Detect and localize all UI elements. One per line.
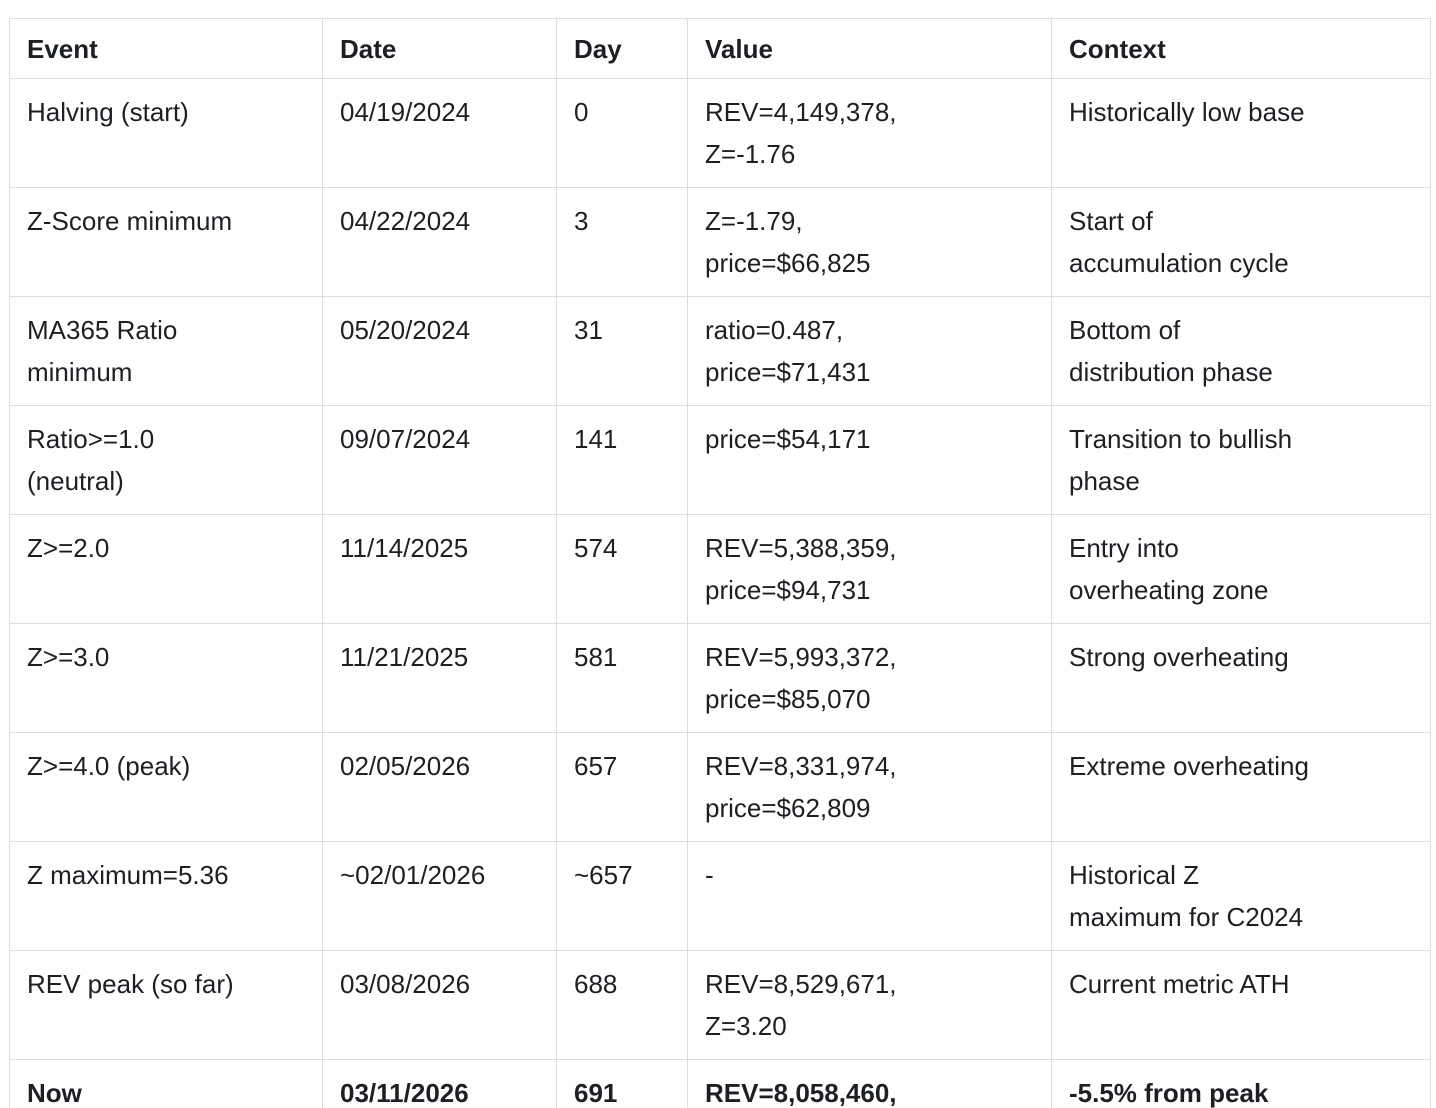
- cell-date: ~02/01/2026: [322, 841, 557, 951]
- cell-context: Historical Z maximum for C2024: [1051, 841, 1431, 951]
- cell-day: 691: [556, 1059, 688, 1108]
- cell-event: Ratio>=1.0 (neutral): [9, 405, 323, 515]
- cell-day: 657: [556, 732, 688, 842]
- table-row: Z>=4.0 (peak) 02/05/2026 657 REV=8,331,974,…: [9, 732, 1431, 842]
- cell-day: 141: [556, 405, 688, 515]
- cell-value: REV=8,058,460, Z=2.66: [687, 1059, 1052, 1108]
- cell-date: 03/11/2026: [322, 1059, 557, 1108]
- cell-value: REV=8,529,671, Z=3.20: [687, 950, 1052, 1060]
- cell-date: 04/19/2024: [322, 78, 557, 188]
- cell-date: 04/22/2024: [322, 187, 557, 297]
- cell-value: price=$54,171: [687, 405, 1052, 515]
- cell-value: -: [687, 841, 1052, 951]
- cell-event: Z>=2.0: [9, 514, 323, 624]
- cell-day: 574: [556, 514, 688, 624]
- cell-context: Start of accumulation cycle: [1051, 187, 1431, 297]
- cell-day: ~657: [556, 841, 688, 951]
- cell-date: 11/14/2025: [322, 514, 557, 624]
- cell-value: REV=5,993,372, price=$85,070: [687, 623, 1052, 733]
- table-row: Z maximum=5.36 ~02/01/2026 ~657- Historical…: [9, 841, 1431, 951]
- cell-day: 3: [556, 187, 688, 297]
- cell-event: Now: [9, 1059, 323, 1108]
- cell-context: -5.5% from peak: [1051, 1059, 1431, 1108]
- table-row: Z>=2.0 11/14/2025 574 REV=5,388,359, price=…: [9, 514, 1431, 624]
- table-row: Halving (start) 04/19/2024 0 REV=4,149,378,…: [9, 78, 1431, 188]
- cell-context: Extreme overheating: [1051, 732, 1431, 842]
- column-header-day: Day: [556, 18, 688, 79]
- column-header-context: Context: [1051, 18, 1431, 79]
- cell-context: Bottom of distribution phase: [1051, 296, 1431, 406]
- cell-event: Halving (start): [9, 78, 323, 188]
- cell-context: Historically low base: [1051, 78, 1431, 188]
- cell-event: REV peak (so far): [9, 950, 323, 1060]
- cell-value: REV=4,149,378, Z=-1.76: [687, 78, 1052, 188]
- cell-day: 0: [556, 78, 688, 188]
- cell-value: REV=5,388,359, price=$94,731: [687, 514, 1052, 624]
- table-row: Ratio>=1.0 (neutral) 09/07/2024 141 price=$…: [9, 405, 1431, 515]
- cell-event: Z>=3.0: [9, 623, 323, 733]
- cell-context: Current metric ATH: [1051, 950, 1431, 1060]
- cell-event: Z maximum=5.36: [9, 841, 323, 951]
- column-header-date: Date: [322, 18, 557, 79]
- cell-value: REV=8,331,974, price=$62,809: [687, 732, 1052, 842]
- header-row: Event Date Day Value Context: [9, 18, 1431, 79]
- cell-context: Transition to bullish phase: [1051, 405, 1431, 515]
- cell-event: MA365 Ratio minimum: [9, 296, 323, 406]
- cell-date: 11/21/2025: [322, 623, 557, 733]
- cell-date: 02/05/2026: [322, 732, 557, 842]
- cell-day: 688: [556, 950, 688, 1060]
- cell-date: 09/07/2024: [322, 405, 557, 515]
- table-header: Event Date Day Value Context: [9, 18, 1431, 79]
- cell-value: Z=-1.79, price=$66,825: [687, 187, 1052, 297]
- cell-event: Z>=4.0 (peak): [9, 732, 323, 842]
- cell-event: Z-Score minimum: [9, 187, 323, 297]
- table-body: Halving (start) 04/19/2024 0 REV=4,149,378,…: [9, 78, 1431, 1108]
- table-row: REV peak (so far) 03/08/2026 688 REV=8,529,…: [9, 950, 1431, 1060]
- cycle-events-table: Event Date Day Value Context Halving (st…: [9, 18, 1431, 1108]
- table-row: Z>=3.0 11/21/2025 581 REV=5,993,372, price=…: [9, 623, 1431, 733]
- column-header-value: Value: [687, 18, 1052, 79]
- cell-date: 03/08/2026: [322, 950, 557, 1060]
- table-row: MA365 Ratio minimum 05/20/2024 31 ratio=0.4…: [9, 296, 1431, 406]
- table-row: Z-Score minimum 04/22/2024 3 Z=-1.79, price…: [9, 187, 1431, 297]
- cell-day: 581: [556, 623, 688, 733]
- cell-day: 31: [556, 296, 688, 406]
- cell-context: Strong overheating: [1051, 623, 1431, 733]
- column-header-event: Event: [9, 18, 323, 79]
- cell-date: 05/20/2024: [322, 296, 557, 406]
- cell-context: Entry into overheating zone: [1051, 514, 1431, 624]
- cell-value: ratio=0.487, price=$71,431: [687, 296, 1052, 406]
